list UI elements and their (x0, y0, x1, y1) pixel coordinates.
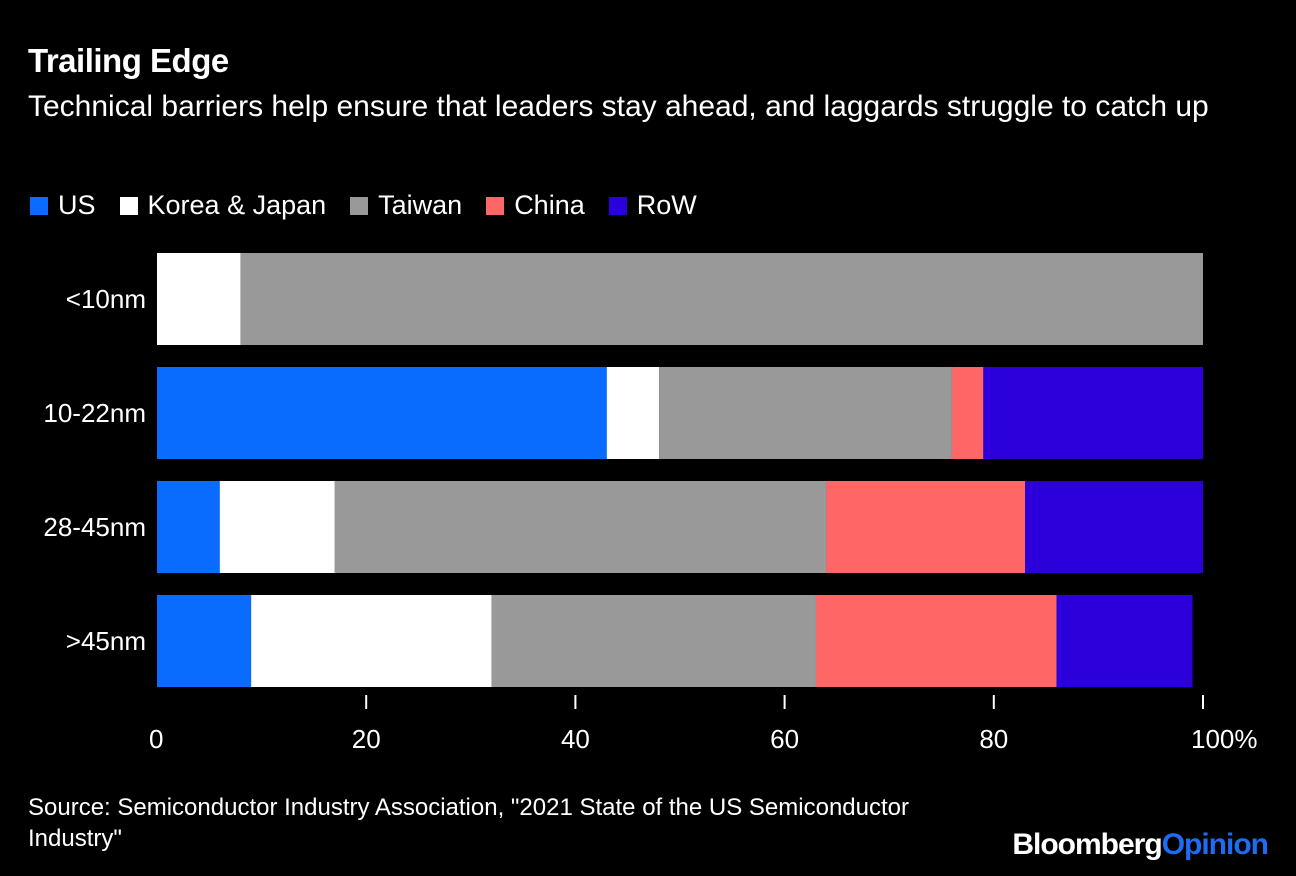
bar-segment (659, 367, 952, 459)
bar-segment (240, 253, 1203, 345)
bar-segment (983, 367, 1203, 459)
bar-segment (606, 367, 660, 459)
legend-item: China (486, 190, 585, 221)
legend-label: US (58, 190, 96, 220)
legend-label: Korea & Japan (147, 190, 327, 220)
legend-swatch (486, 196, 505, 215)
bar-segment (334, 481, 827, 573)
brand-logo: BloombergOpinion (1012, 828, 1269, 862)
brand-opinion: Opinion (1161, 828, 1269, 861)
bar-segment (157, 367, 607, 459)
legend-label: Taiwan (378, 190, 463, 220)
category-label: >45nm (66, 626, 146, 656)
bar-segment (815, 595, 1057, 687)
bar-segment (157, 481, 220, 573)
category-label: 28-45nm (43, 512, 146, 542)
x-tick-label: 40 (561, 724, 590, 754)
legend-item: Taiwan (350, 190, 462, 221)
legend-swatch (350, 196, 369, 215)
legend-label: China (514, 190, 585, 220)
bar-segment (1056, 595, 1193, 687)
source-note: Source: Semiconductor Industry Associati… (28, 794, 909, 852)
bar-segment (157, 595, 252, 687)
legend-swatch (119, 196, 138, 215)
bar-segment (1025, 481, 1203, 573)
bar-segment (157, 253, 241, 345)
chart-subtitle: Technical barriers help ensure that lead… (28, 90, 1209, 123)
bar-segment (219, 481, 335, 573)
legend-item: RoW (608, 190, 697, 221)
category-label: <10nm (66, 284, 146, 314)
bar-segment (251, 595, 492, 687)
bar-segment (491, 595, 816, 687)
legend-swatch (30, 196, 48, 215)
legend-item: US (30, 190, 96, 221)
brand-bloomberg: Bloomberg (1012, 828, 1162, 861)
x-tick-label: 20 (352, 724, 381, 754)
legend-item: Korea & Japan (119, 190, 327, 221)
category-label: 10-22nm (43, 398, 146, 428)
chart-title: Trailing Edge (28, 42, 229, 79)
x-tick-label: 0 (149, 724, 163, 754)
legend-swatch (608, 196, 627, 215)
x-tick-label: 80 (979, 724, 1008, 754)
x-tick-label: 60 (770, 724, 799, 754)
legend-label: RoW (636, 190, 697, 220)
bar-segment (826, 481, 1026, 573)
x-tick-label: 100% (1191, 724, 1258, 754)
bar-segment (951, 367, 984, 459)
legend: US Korea & Japan Taiwan China RoW (30, 190, 721, 221)
